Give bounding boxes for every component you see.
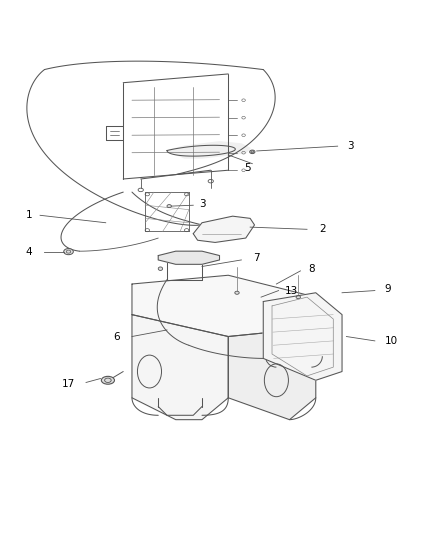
Polygon shape: [228, 328, 315, 419]
Text: 3: 3: [198, 199, 205, 209]
Ellipse shape: [171, 252, 206, 263]
Text: 6: 6: [113, 332, 120, 342]
Text: 8: 8: [307, 264, 314, 273]
Polygon shape: [263, 293, 341, 380]
Polygon shape: [158, 251, 219, 264]
Polygon shape: [166, 142, 250, 158]
Text: 13: 13: [284, 286, 298, 296]
Polygon shape: [132, 275, 315, 336]
Ellipse shape: [158, 267, 162, 270]
Ellipse shape: [166, 205, 171, 208]
Text: 3: 3: [347, 141, 353, 151]
Ellipse shape: [64, 248, 73, 255]
Polygon shape: [132, 314, 228, 419]
Text: 2: 2: [318, 224, 325, 235]
Text: 10: 10: [384, 336, 397, 346]
Text: 7: 7: [253, 253, 259, 263]
Polygon shape: [193, 216, 254, 243]
Ellipse shape: [249, 150, 254, 154]
Ellipse shape: [101, 376, 114, 384]
Text: 17: 17: [62, 379, 75, 389]
Text: 9: 9: [384, 284, 390, 294]
Text: 5: 5: [244, 164, 251, 173]
Text: 1: 1: [26, 211, 32, 220]
Text: 4: 4: [26, 247, 32, 256]
Ellipse shape: [295, 296, 300, 298]
Ellipse shape: [234, 291, 239, 294]
